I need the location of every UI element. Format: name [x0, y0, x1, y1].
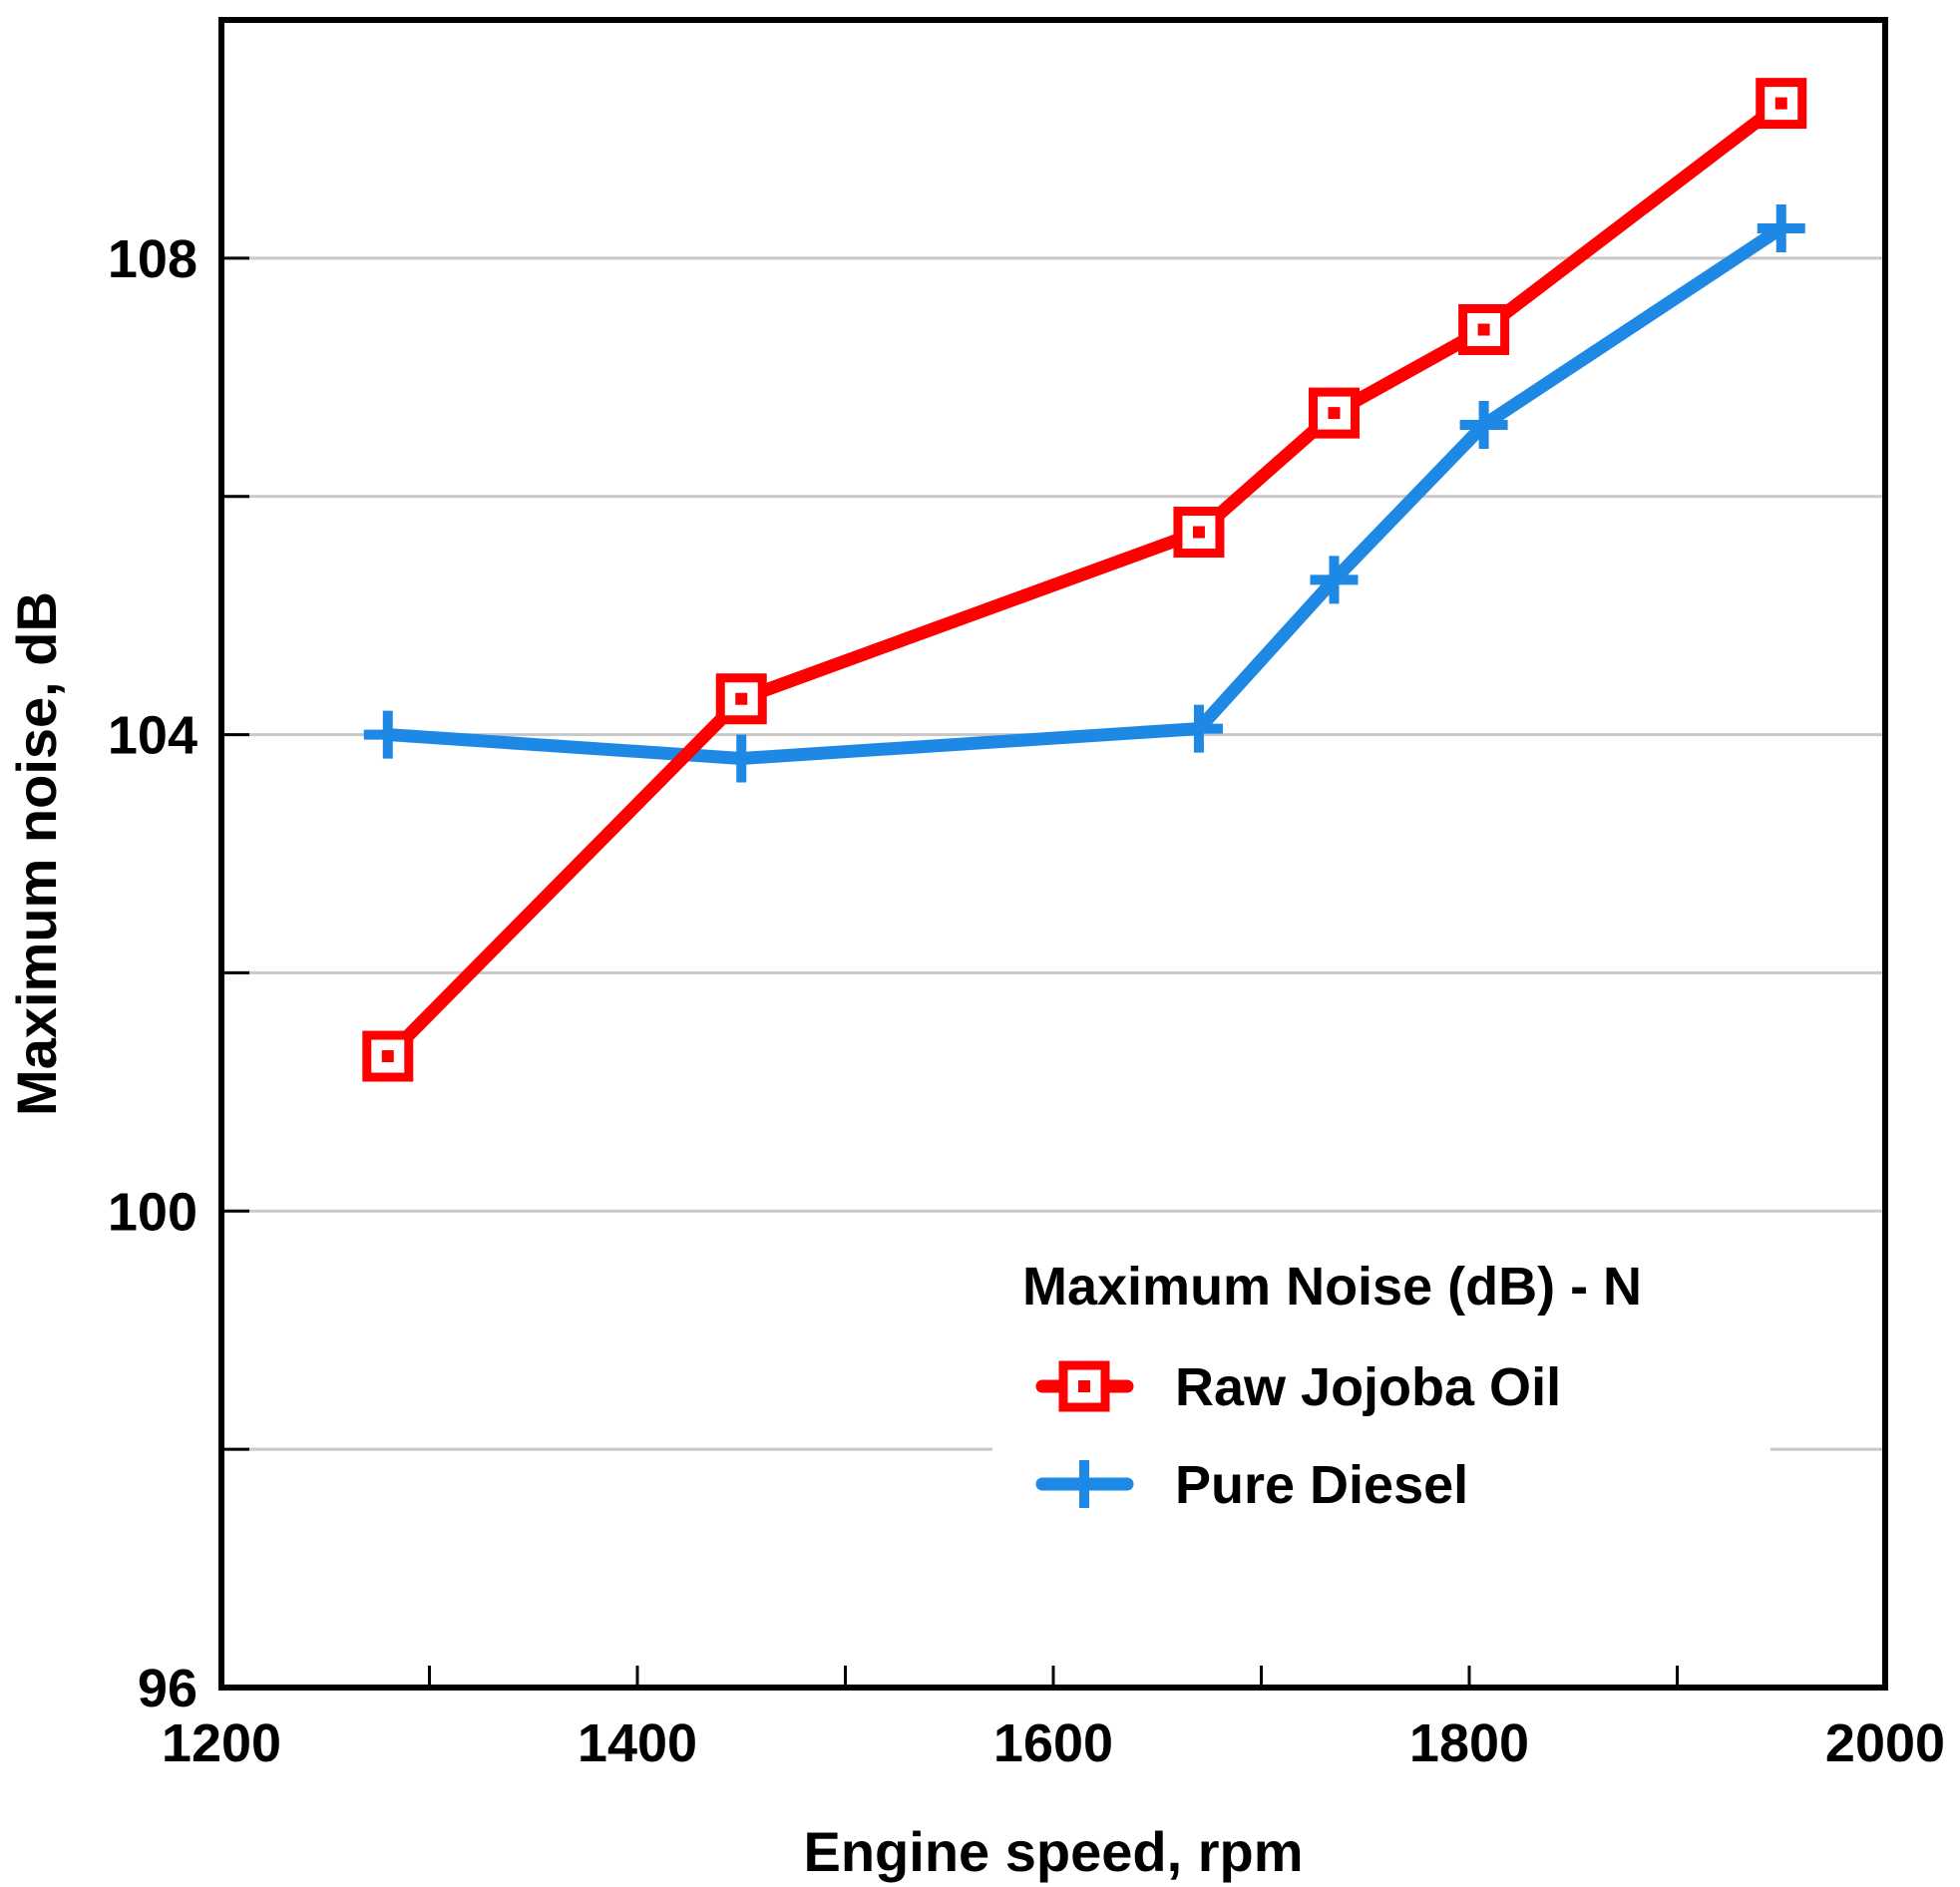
- y-tick-label: 100: [108, 1182, 197, 1242]
- y-tick-label: 96: [138, 1659, 197, 1718]
- series-line-raw-jojoba-oil: [381, 97, 1788, 1063]
- legend-marker-raw-jojoba-oil-center: [1078, 1380, 1090, 1392]
- data-point-pure-diesel: [363, 710, 412, 759]
- data-point-raw-jojoba-oil-center: [735, 692, 748, 705]
- data-point-raw-jojoba-oil-box: [1308, 387, 1360, 439]
- legend-marker-raw-jojoba-oil: [1058, 1360, 1110, 1412]
- series-layer: [362, 78, 1807, 1082]
- x-tick-label: 1800: [1409, 1713, 1529, 1773]
- x-tick-label: 1400: [578, 1713, 697, 1773]
- data-point-pure-diesel: [1459, 401, 1508, 450]
- data-point-pure-diesel: [1310, 556, 1359, 604]
- x-tick-label: 2000: [1825, 1713, 1945, 1773]
- y-axis-title: Maximum noise, dB: [5, 591, 68, 1116]
- gridlines: [221, 256, 1885, 1451]
- data-point-raw-jojoba-oil-center: [1774, 97, 1787, 110]
- data-point-raw-jojoba-oil: [1756, 78, 1807, 130]
- legend: Maximum Noise (dB) - N Raw Jojoba Oil Pur…: [1022, 1257, 1642, 1515]
- x-tick-label: 1200: [162, 1713, 281, 1773]
- axis-ticks: 1200 1400 1600 1800 2000 96 100 104 108: [108, 229, 1945, 1773]
- data-point-raw-jojoba-oil-center: [1328, 407, 1341, 420]
- data-point-raw-jojoba-oil-center: [1192, 526, 1205, 539]
- data-point-raw-jojoba-oil: [1308, 387, 1360, 439]
- data-point-raw-jojoba-oil-box: [1458, 304, 1510, 356]
- x-axis-title: Engine speed, rpm: [804, 1820, 1304, 1883]
- legend-marker-pure-diesel: [1060, 1460, 1108, 1508]
- data-point-raw-jojoba-oil-center: [1477, 323, 1490, 336]
- legend-items: Raw Jojoba Oil Pure Diesel: [1035, 1357, 1561, 1515]
- y-tick-label: 108: [108, 229, 197, 289]
- data-point-pure-diesel: [1757, 204, 1805, 252]
- legend-title: Maximum Noise (dB) - N: [1022, 1257, 1642, 1317]
- data-point-pure-diesel: [1174, 704, 1223, 753]
- data-point-raw-jojoba-oil: [1458, 304, 1510, 356]
- data-point-raw-jojoba-oil-center: [381, 1050, 394, 1063]
- x-tick-label: 1600: [993, 1713, 1113, 1773]
- legend-label-pure-diesel: Pure Diesel: [1175, 1455, 1468, 1515]
- legend-label-raw-jojoba-oil: Raw Jojoba Oil: [1175, 1357, 1561, 1417]
- data-point-raw-jojoba-oil: [1173, 507, 1225, 559]
- data-point-raw-jojoba-oil: [362, 1030, 414, 1082]
- data-point-pure-diesel: [717, 734, 766, 783]
- y-tick-label: 104: [108, 706, 197, 766]
- data-point-raw-jojoba-oil: [715, 673, 767, 725]
